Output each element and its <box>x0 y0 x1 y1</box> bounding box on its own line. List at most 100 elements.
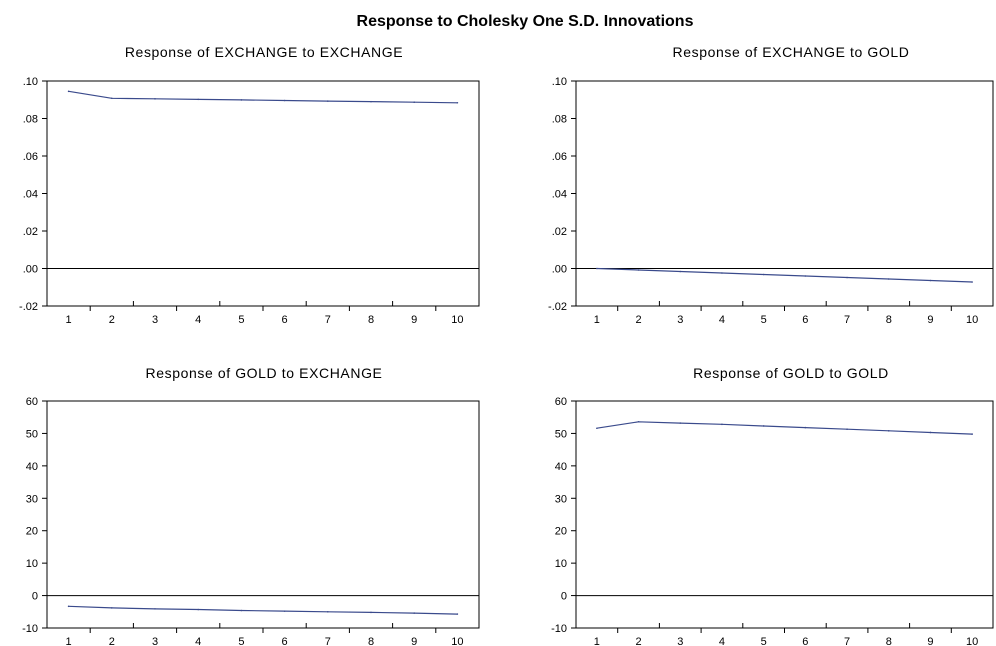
data-point <box>679 422 682 424</box>
y-tick-label: 50 <box>555 428 567 440</box>
x-tick-label: 9 <box>411 636 417 646</box>
series-line <box>596 421 973 435</box>
y-tick-label: 20 <box>555 526 567 538</box>
x-tick-label: 2 <box>635 314 641 326</box>
x-tick-label: 3 <box>152 636 158 646</box>
data-point <box>762 425 765 427</box>
data-point <box>370 100 372 103</box>
x-tick-label: 7 <box>844 636 850 646</box>
data-point <box>327 610 329 613</box>
x-tick-label: 5 <box>761 314 767 326</box>
data-point <box>596 427 598 430</box>
x-tick-label: 5 <box>238 636 244 646</box>
y-tick-label: 30 <box>555 493 567 505</box>
y-tick-label: .10 <box>552 76 567 88</box>
data-point <box>154 98 156 100</box>
panel-title: Response of EXCHANGE to EXCHANGE <box>125 44 403 60</box>
x-tick-label: 2 <box>109 314 115 326</box>
x-tick-label: 3 <box>677 636 683 646</box>
data-point <box>413 612 416 614</box>
data-point <box>929 279 932 282</box>
x-tick-label: 6 <box>802 636 808 646</box>
data-point <box>971 433 973 435</box>
x-tick-label: 6 <box>282 314 288 326</box>
data-point <box>721 423 723 426</box>
data-point <box>804 426 807 429</box>
x-tick-label: 3 <box>677 314 683 326</box>
y-tick-label: -10 <box>22 623 38 635</box>
data-point <box>846 276 848 279</box>
data-point <box>679 270 682 273</box>
y-tick-label: 0 <box>32 591 38 603</box>
x-tick-label: 10 <box>966 314 978 326</box>
panel-title: Response of EXCHANGE to GOLD <box>673 44 910 60</box>
series-line <box>68 605 458 615</box>
data-point <box>154 608 156 610</box>
data-point <box>721 272 723 274</box>
x-tick-label: 8 <box>368 314 374 326</box>
y-tick-label: .00 <box>23 264 38 276</box>
series-line <box>68 90 458 104</box>
y-tick-label: .00 <box>552 264 567 276</box>
x-tick-label: 7 <box>325 636 331 646</box>
data-point <box>283 99 286 102</box>
y-tick-label: .08 <box>23 114 38 126</box>
y-tick-label: 20 <box>26 526 38 538</box>
y-tick-label: .04 <box>552 189 567 201</box>
x-tick-label: 10 <box>966 636 978 646</box>
y-tick-label: 0 <box>561 591 567 603</box>
x-tick-label: 5 <box>238 314 244 326</box>
x-tick-label: 4 <box>719 636 725 646</box>
y-tick-label: .02 <box>552 226 567 238</box>
data-point <box>762 273 765 276</box>
x-tick-label: 9 <box>411 314 417 326</box>
data-point <box>240 609 243 612</box>
data-point <box>197 98 199 101</box>
x-tick-label: 4 <box>195 636 201 646</box>
x-tick-label: 9 <box>927 314 933 326</box>
plot-frame <box>575 400 994 629</box>
chart-panel-3: Response of GOLD to EXCHANGE605040302010… <box>22 365 480 646</box>
y-tick-label: 50 <box>26 428 38 440</box>
data-point <box>971 281 973 283</box>
x-tick-label: 1 <box>66 314 72 326</box>
y-tick-label: 40 <box>26 461 38 473</box>
data-point <box>370 611 372 614</box>
figure-title: Response to Cholesky One S.D. Innovation… <box>357 13 694 30</box>
y-tick-label: .08 <box>552 114 567 126</box>
chart-panel-4: Response of GOLD to GOLD 60 50 40 30 20 10 0 -10… <box>551 365 994 646</box>
data-point <box>67 90 70 93</box>
y-tick-label: 10 <box>26 558 38 570</box>
data-point <box>596 267 598 270</box>
data-point <box>637 269 640 271</box>
data-point <box>111 607 113 609</box>
data-point <box>67 605 70 608</box>
y-tick-label: .04 <box>23 189 38 201</box>
data-point <box>111 97 113 100</box>
x-tick-label: 2 <box>635 636 641 646</box>
x-tick-label: 6 <box>802 314 808 326</box>
data-point <box>637 420 640 423</box>
y-tick-label: -10 <box>551 623 567 635</box>
y-tick-label: .06 <box>552 151 567 163</box>
x-tick-label: 7 <box>325 314 331 326</box>
x-tick-label: 1 <box>66 636 72 646</box>
x-tick-label: 2 <box>109 636 115 646</box>
x-tick-label: 10 <box>451 636 463 646</box>
panel-title: Response of GOLD to GOLD <box>693 365 889 381</box>
data-point <box>240 99 243 101</box>
x-tick-label: 4 <box>719 314 725 326</box>
chart-panel-1: Response of EXCHANGE to EXCHANGE .10 .08 .0… <box>19 44 480 326</box>
y-tick-label: .02 <box>23 226 38 238</box>
y-tick-label: .10 <box>23 76 38 88</box>
x-tick-label: 4 <box>195 314 201 326</box>
x-tick-label: 8 <box>886 314 892 326</box>
x-tick-label: 1 <box>594 636 600 646</box>
chart-panel-2: Response of EXCHANGE to GOLD .10 .08 .06 .04… <box>548 44 994 326</box>
data-point <box>197 608 199 611</box>
data-point <box>327 100 329 102</box>
data-point <box>456 613 459 615</box>
x-tick-label: 8 <box>368 636 374 646</box>
data-point <box>887 278 890 280</box>
y-tick-label: 10 <box>555 558 567 570</box>
